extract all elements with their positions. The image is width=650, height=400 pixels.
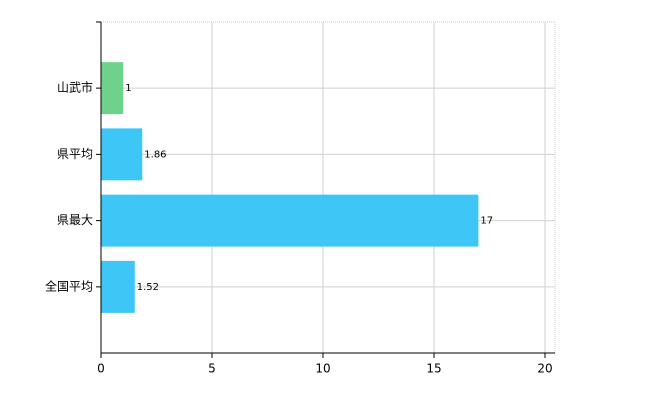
x-tick-label: 5 xyxy=(208,362,216,376)
value-label: 1.86 xyxy=(144,149,166,160)
y-tick-label: 全国平均 xyxy=(45,278,93,293)
value-label: 1.52 xyxy=(137,282,159,293)
value-label: 1 xyxy=(125,83,131,94)
x-tick-label: 0 xyxy=(97,362,105,376)
x-tick-label: 20 xyxy=(537,362,552,376)
y-tick-label: 山武市 xyxy=(57,80,93,95)
bar xyxy=(101,194,479,247)
bar xyxy=(101,62,124,115)
y-tick-label: 県最大 xyxy=(57,213,93,227)
x-tick-label: 15 xyxy=(426,362,441,376)
bar xyxy=(101,260,135,313)
y-tick-label: 県平均 xyxy=(57,147,93,161)
value-label: 17 xyxy=(480,216,493,227)
x-tick-label: 10 xyxy=(315,362,330,376)
bar xyxy=(101,128,143,181)
